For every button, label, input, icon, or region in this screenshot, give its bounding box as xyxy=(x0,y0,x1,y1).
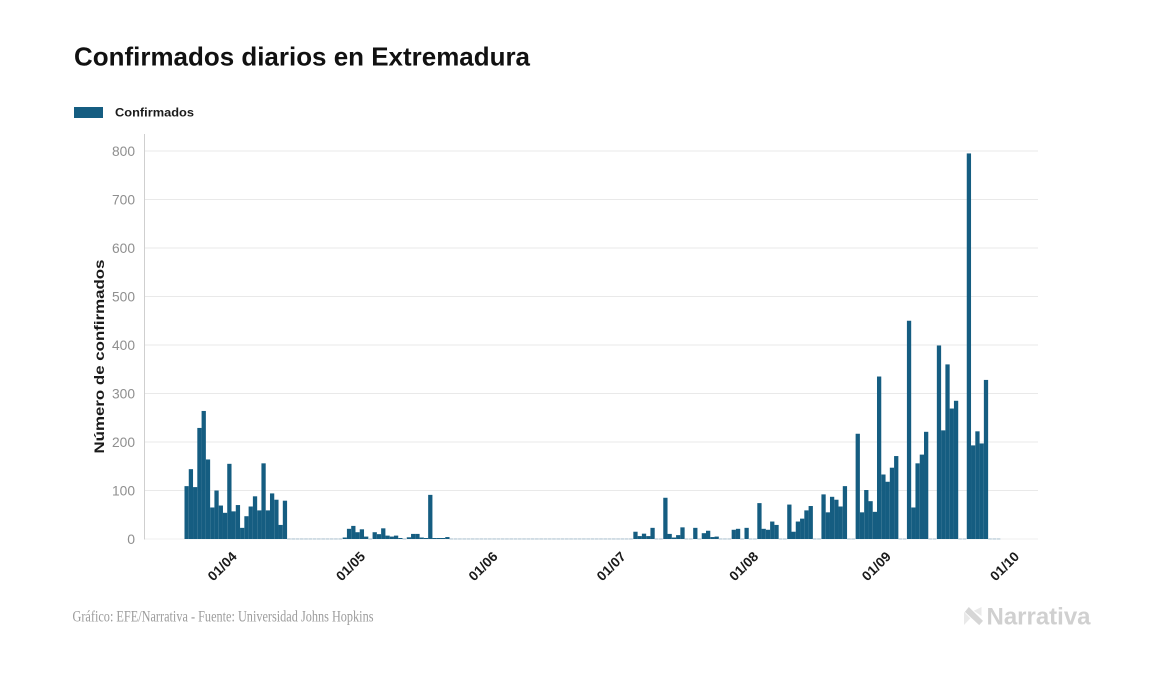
svg-text:100: 100 xyxy=(112,483,135,499)
svg-text:400: 400 xyxy=(112,337,135,353)
svg-text:Narrativa: Narrativa xyxy=(987,604,1092,631)
svg-text:700: 700 xyxy=(112,192,135,208)
svg-text:Número de confirmados: Número de confirmados xyxy=(91,259,107,453)
svg-text:Gráfico: EFE/Narrativa - Fuent: Gráfico: EFE/Narrativa - Fuente: Univers… xyxy=(73,609,374,626)
svg-text:0: 0 xyxy=(127,531,135,547)
svg-text:200: 200 xyxy=(112,434,135,450)
svg-text:300: 300 xyxy=(112,386,135,402)
svg-text:500: 500 xyxy=(112,289,135,305)
svg-text:Confirmados: Confirmados xyxy=(115,106,194,120)
svg-text:600: 600 xyxy=(112,240,135,256)
svg-text:Confirmados diarios en Extrema: Confirmados diarios en Extremadura xyxy=(74,42,531,72)
svg-text:800: 800 xyxy=(112,143,135,159)
